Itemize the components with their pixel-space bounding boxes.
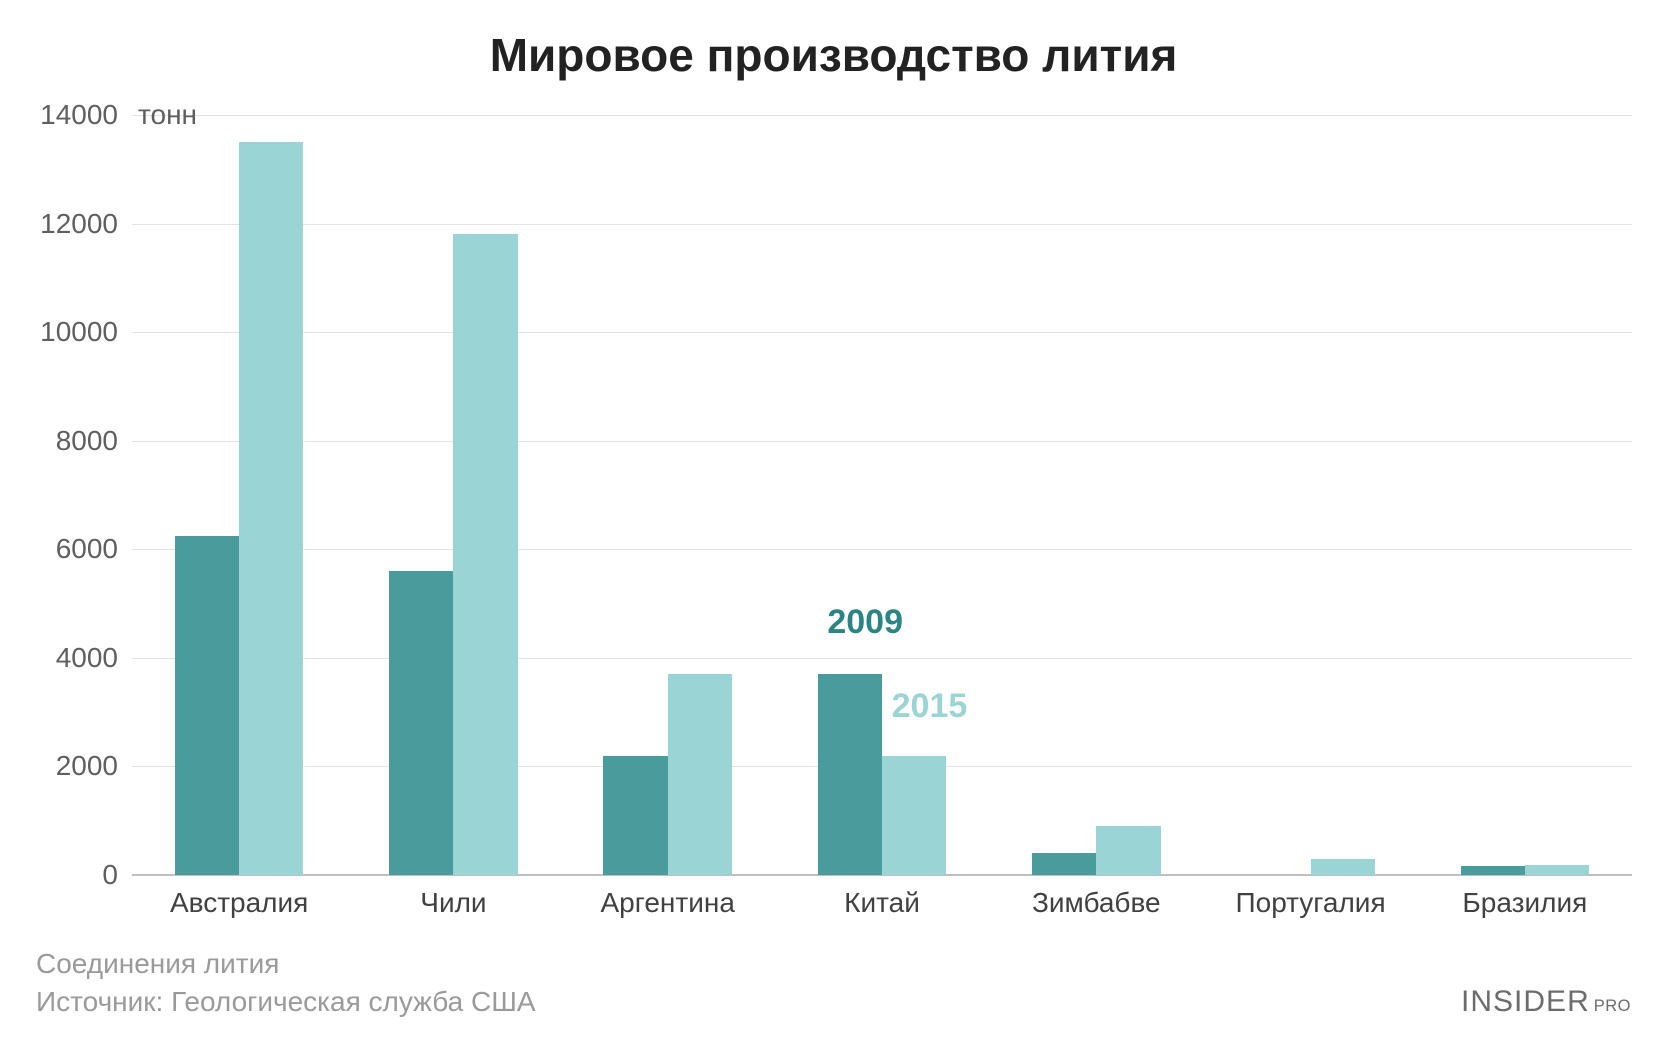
y-tick-label: 14000 xyxy=(40,99,132,131)
y-tick-label: 6000 xyxy=(56,533,132,565)
x-tick-label: Аргентина xyxy=(601,875,735,919)
bar-2009 xyxy=(175,536,239,875)
bar-2009 xyxy=(389,571,453,875)
bar-2009 xyxy=(603,756,667,875)
bar-2009 xyxy=(1032,853,1096,875)
y-tick-label: 12000 xyxy=(40,208,132,240)
x-tick-label: Китай xyxy=(844,875,920,919)
bar-2015 xyxy=(1311,859,1375,875)
plot: 02000400060008000100001200014000тонн Авс… xyxy=(132,115,1632,875)
legend-label-2015: 2015 xyxy=(892,687,968,726)
x-tick-label: Чили xyxy=(420,875,486,919)
y-tick-label: 0 xyxy=(102,859,132,891)
y-tick-label: 4000 xyxy=(56,642,132,674)
chart-title: Мировое производство лития xyxy=(0,0,1667,82)
bar-2015 xyxy=(1096,826,1160,875)
brand-sub: PRO xyxy=(1594,997,1631,1016)
bar-2015 xyxy=(668,674,732,875)
footer-block: Соединения литияИсточник: Геологическая … xyxy=(36,945,536,1021)
x-tick-label: Португалия xyxy=(1236,875,1386,919)
bar-2009 xyxy=(1461,866,1525,875)
bar-2015 xyxy=(882,756,946,875)
y-tick-label: 10000 xyxy=(40,316,132,348)
footer-line: Соединения лития xyxy=(36,945,536,983)
y-tick-label: 2000 xyxy=(56,750,132,782)
bar-2009 xyxy=(818,674,882,875)
x-tick-label: Бразилия xyxy=(1462,875,1587,919)
x-tick-label: Зимбабве xyxy=(1032,875,1161,919)
bar-2015 xyxy=(239,142,303,875)
footer-line: Источник: Геологическая служба США xyxy=(36,983,536,1021)
bars-layer: АвстралияЧилиАргентинаКитайЗимбабвеПорту… xyxy=(132,115,1632,875)
brand-main: INSIDER xyxy=(1461,985,1590,1019)
chart-plot-area: 02000400060008000100001200014000тонн Авс… xyxy=(132,115,1632,875)
bar-2015 xyxy=(453,234,517,875)
legend-label-2009: 2009 xyxy=(827,603,903,642)
x-tick-label: Австралия xyxy=(170,875,308,919)
brand-logo: INSIDER PRO xyxy=(1461,985,1631,1019)
bar-2015 xyxy=(1525,865,1589,875)
y-tick-label: 8000 xyxy=(56,425,132,457)
